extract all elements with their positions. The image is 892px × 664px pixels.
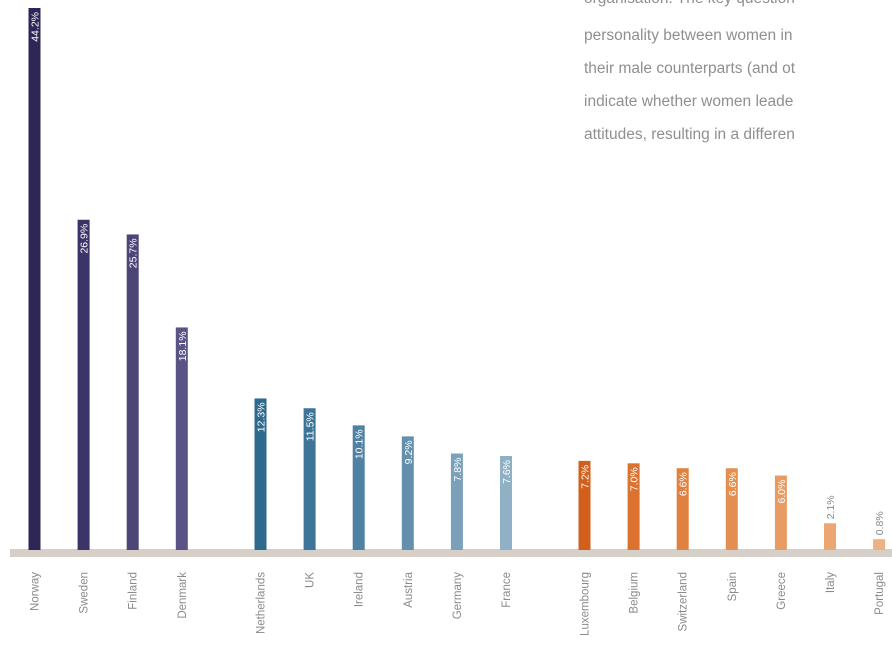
value-label: 6.6%	[678, 472, 690, 496]
bar	[500, 455, 512, 550]
category-label: Ireland	[354, 572, 366, 607]
category-label: UK	[305, 572, 317, 588]
value-label: 11.5%	[305, 412, 317, 441]
bar	[352, 425, 365, 550]
bar	[774, 475, 787, 550]
bar	[303, 408, 316, 550]
value-label: 0.8%	[874, 511, 886, 535]
value-label: 7.8%	[452, 458, 464, 482]
category-label: Sweden	[79, 572, 91, 614]
bar	[450, 453, 463, 550]
bar	[873, 539, 886, 550]
side-text-line: attitudes, resulting in a differen	[584, 126, 795, 143]
category-label: Belgium	[629, 572, 641, 614]
category-label: Finland	[128, 572, 140, 610]
category-label: Austria	[403, 571, 415, 607]
value-label: 18.1%	[177, 331, 189, 361]
value-label: 6.0%	[776, 480, 788, 504]
bar	[175, 327, 188, 550]
bar	[126, 234, 139, 550]
side-text-line: personality between women in	[584, 27, 793, 44]
value-label: 44.2%	[30, 12, 42, 42]
category-label: Switzerland	[678, 572, 690, 631]
category-label: Italy	[825, 572, 837, 593]
side-text-line: their male counterparts (and ot	[584, 60, 796, 77]
value-label: 7.6%	[501, 460, 513, 484]
category-label: France	[501, 572, 513, 608]
category-label: Spain	[727, 572, 739, 601]
bar	[578, 460, 591, 550]
category-label: Denmark	[177, 572, 189, 619]
value-label: 12.3%	[256, 402, 268, 432]
side-text-line: organisation. The key question	[584, 0, 892, 15]
category-label: Portugal	[874, 572, 886, 615]
category-label: Luxembourg	[580, 572, 592, 636]
bar	[824, 523, 836, 550]
category-label: Greece	[776, 572, 788, 610]
bar	[627, 463, 640, 550]
bar	[77, 219, 90, 550]
bar	[725, 468, 738, 550]
value-label: 2.1%	[825, 495, 837, 519]
side-text: organisation. The key question personali…	[584, 0, 892, 151]
value-label: 7.0%	[629, 467, 641, 491]
bar	[676, 468, 689, 550]
value-label: 25.7%	[128, 238, 140, 268]
bar	[401, 436, 414, 550]
bar	[28, 8, 41, 550]
category-label: Netherlands	[256, 572, 268, 634]
value-label: 9.2%	[403, 440, 415, 464]
side-text-line: indicate whether women leade	[584, 93, 794, 110]
value-label: 7.2%	[580, 465, 592, 489]
category-label: Norway	[30, 572, 42, 611]
value-label: 6.6%	[727, 472, 739, 496]
value-label: 26.9%	[79, 224, 91, 254]
bar	[254, 398, 267, 550]
baseline	[10, 549, 892, 557]
category-label: Germany	[452, 572, 464, 620]
value-label: 10.1%	[354, 429, 366, 459]
